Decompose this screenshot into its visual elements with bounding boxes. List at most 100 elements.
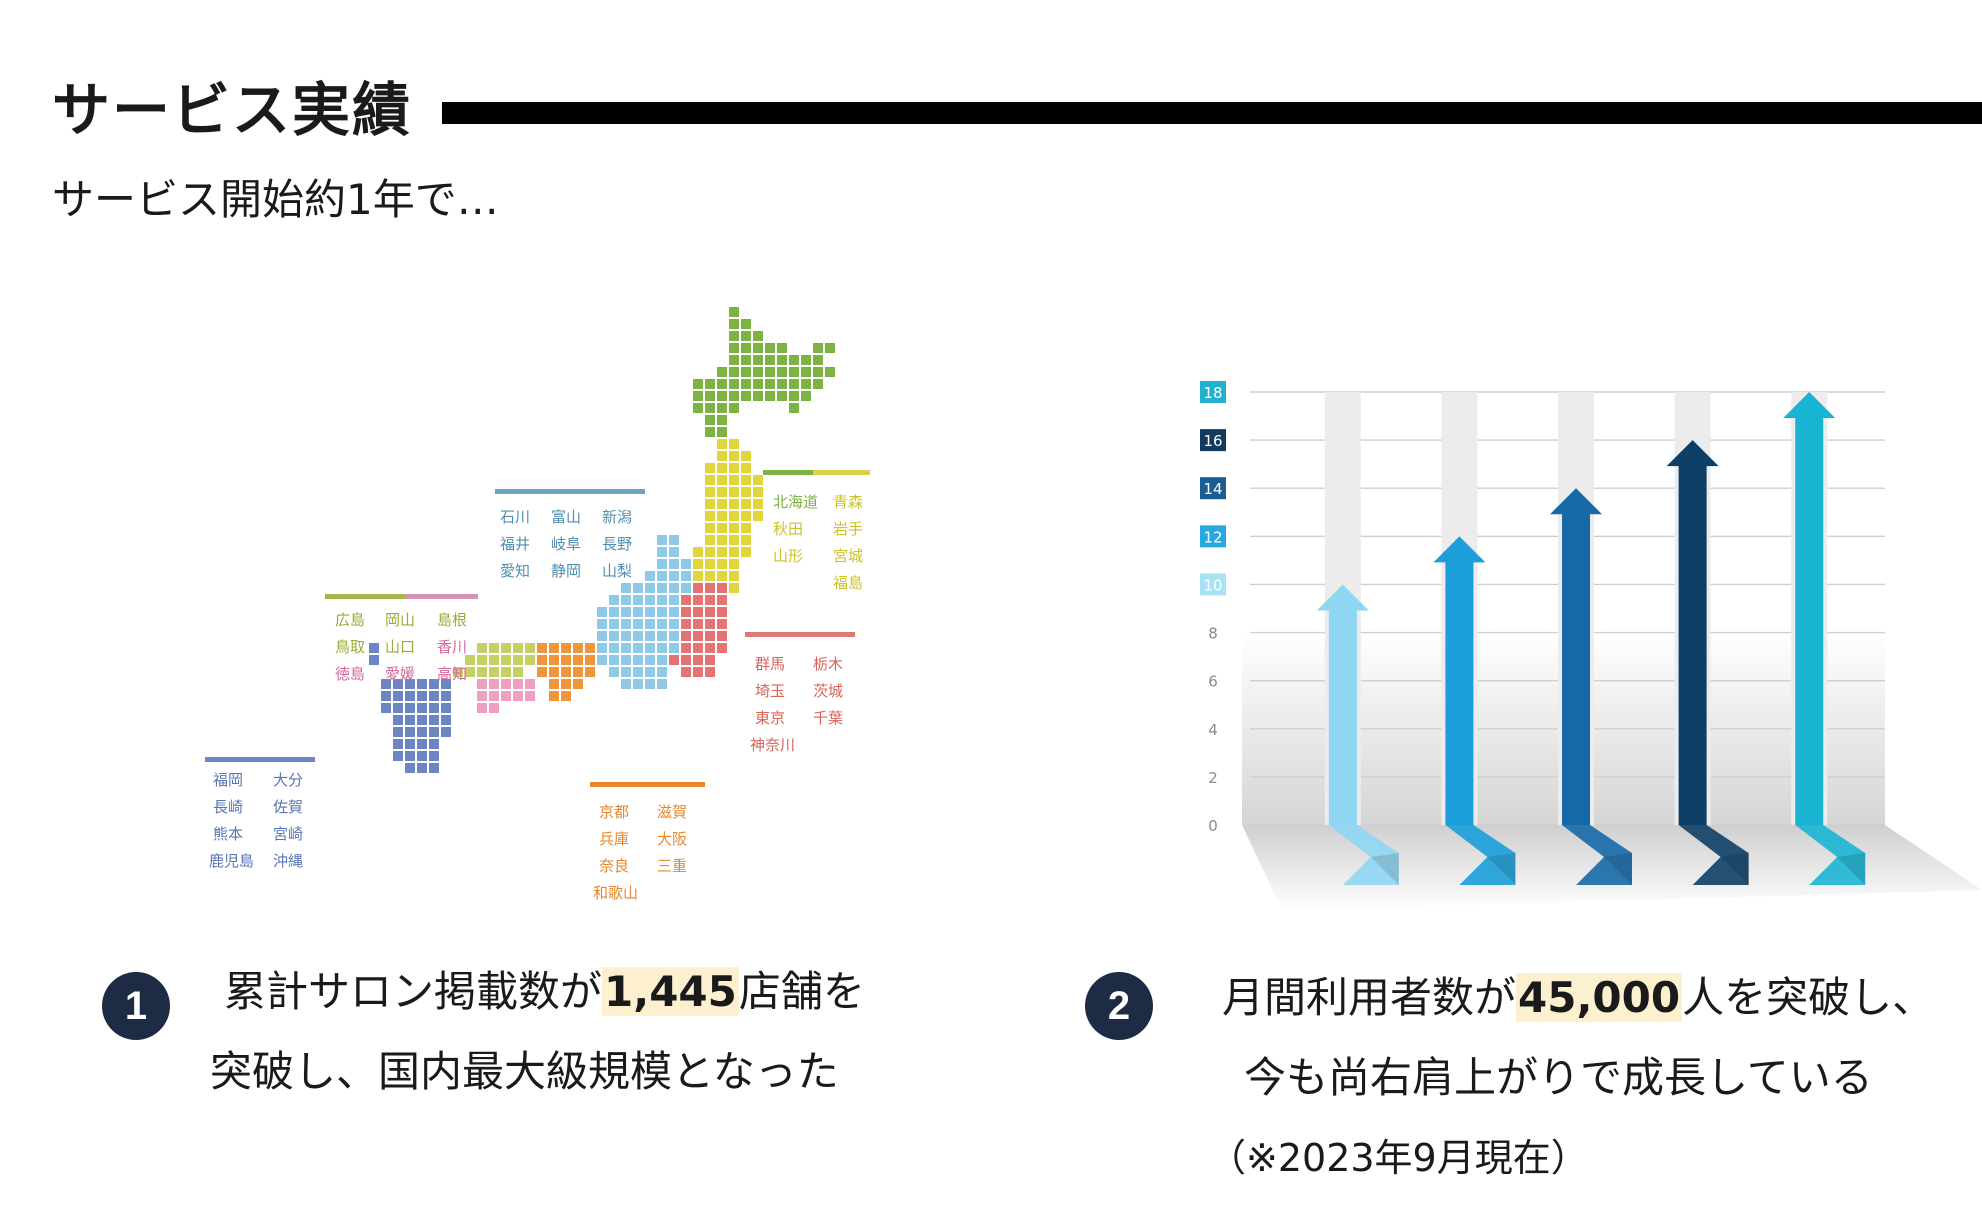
map-tile [465,655,475,665]
map-tile [657,667,667,677]
map-tile [729,547,739,557]
map-tile [537,667,547,677]
map-tile [513,667,523,677]
map-tile [777,367,787,377]
map-tile [561,667,571,677]
map-tile [741,463,751,473]
map-tile [729,439,739,449]
map-tile [717,391,727,401]
map-tile [705,667,715,677]
map-tile [753,475,763,485]
map-tile [657,559,667,569]
legend-rule [205,757,315,762]
map-tile [681,583,691,593]
region-label: 岐阜 [551,535,581,553]
map-tile [633,619,643,629]
map-tile [717,631,727,641]
map-tile [669,535,679,545]
map-tile [681,655,691,665]
japan-map: 北海道 青森 秋田 岩手 山形 宮城 福島 石川 富山 新潟 福井 岐阜 長野 愛知 静岡 山梨 群馬 栃木 埼玉 茨… [195,285,895,905]
map-tile [753,499,763,509]
map-tile [501,667,511,677]
map-tile [681,631,691,641]
map-tile [705,523,715,533]
legend-rule [495,489,645,494]
map-tile [717,619,727,629]
map-tile [501,655,511,665]
map-tile [429,763,439,773]
map-tile [561,679,571,689]
map-tile [645,631,655,641]
map-tile [537,643,547,653]
legend-rule [325,594,405,599]
map-tile [705,403,715,413]
region-label: 大分 [273,771,303,789]
map-tile [681,595,691,605]
region-label: 和歌山 [593,884,638,902]
map-tile [429,679,439,689]
stat-1-line2: 突破し、国内最大級規模となった [210,1047,839,1096]
map-tile [513,691,523,701]
map-tile [549,667,559,677]
region-label: 石川 [500,508,530,526]
arrow-bar [1783,392,1866,885]
map-tile [633,679,643,689]
map-tile [681,607,691,617]
map-tile [441,727,451,737]
region-label: 沖縄 [273,852,303,870]
map-tile [429,739,439,749]
map-tile [729,535,739,545]
map-tile [669,607,679,617]
map-tile [693,559,703,569]
map-tile [741,379,751,389]
map-tile [549,655,559,665]
map-tile [717,511,727,521]
map-tile [657,571,667,581]
map-tile [489,691,499,701]
map-tile [705,475,715,485]
stat-2-line1-post: 人を突破し、 [1682,973,1935,1022]
map-tile [597,619,607,629]
map-tile [729,391,739,401]
map-tile [477,655,487,665]
region-label: 岡山 [385,611,415,629]
map-tile [729,487,739,497]
map-tile [729,511,739,521]
region-label: 京都 [599,803,629,821]
map-tile [669,643,679,653]
map-tile [693,607,703,617]
y-tick-label: 2 [1208,769,1218,787]
map-tile [717,403,727,413]
map-tile [549,691,559,701]
map-tile [393,703,403,713]
page-subtitle: サービス開始約1年で… [52,175,499,224]
map-tile [609,643,619,653]
map-tile [741,499,751,509]
region-label: 山梨 [602,562,632,580]
y-tick-label: 0 [1208,817,1218,835]
map-tile [717,475,727,485]
map-tile [489,679,499,689]
map-tile [717,451,727,461]
map-tile [669,559,679,569]
map-tile [777,391,787,401]
region-label: 徳島 [335,665,365,683]
stat-1-text: 累計サロン掲載数が1,445店舗を 突破し、国内最大級規模となった [210,952,865,1112]
region-label: 千葉 [813,709,843,727]
map-tile [717,415,727,425]
stat-1-line1-pre: 累計サロン掲載数が [224,967,603,1016]
map-tile [741,523,751,533]
map-tile [705,607,715,617]
map-tile [705,463,715,473]
map-tile [705,511,715,521]
region-label: 新潟 [602,508,632,526]
stat-2-highlight: 45,000 [1516,973,1683,1022]
region-label: 愛知 [500,562,530,580]
map-tile [717,439,727,449]
y-tick-label: 10 [1203,576,1222,594]
legend-rule [813,470,870,475]
map-tile [681,643,691,653]
map-tile [561,643,571,653]
stat-1-line1: 累計サロン掲載数が1,445店舗を [210,952,865,1032]
region-label: 福岡 [213,771,243,789]
